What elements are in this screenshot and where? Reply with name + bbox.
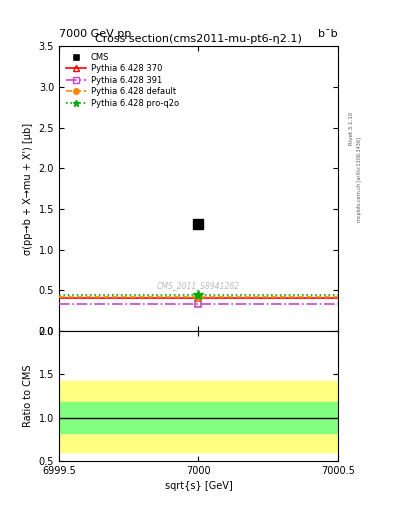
Legend: CMS, Pythia 6.428 370, Pythia 6.428 391, Pythia 6.428 default, Pythia 6.428 pro-: CMS, Pythia 6.428 370, Pythia 6.428 391,… [63, 50, 181, 110]
Text: 7000 GeV pp: 7000 GeV pp [59, 29, 131, 39]
X-axis label: sqrt{s} [GeV]: sqrt{s} [GeV] [165, 481, 232, 491]
Y-axis label: σ(pp→b + X→mu + X') [μb]: σ(pp→b + X→mu + X') [μb] [23, 122, 33, 254]
Text: mcplots.cern.ch [arXiv:1306.3436]: mcplots.cern.ch [arXiv:1306.3436] [357, 137, 362, 222]
Text: CMS_2011_S8941262: CMS_2011_S8941262 [157, 281, 240, 290]
Text: b¯b: b¯b [318, 29, 338, 39]
Text: Rivet 3.1.10: Rivet 3.1.10 [349, 112, 354, 144]
Y-axis label: Ratio to CMS: Ratio to CMS [23, 365, 33, 427]
Bar [59, 381, 338, 452]
Title: Cross section(cms2011-mu-pt6-η2.1): Cross section(cms2011-mu-pt6-η2.1) [95, 34, 302, 44]
Bar [59, 402, 338, 433]
